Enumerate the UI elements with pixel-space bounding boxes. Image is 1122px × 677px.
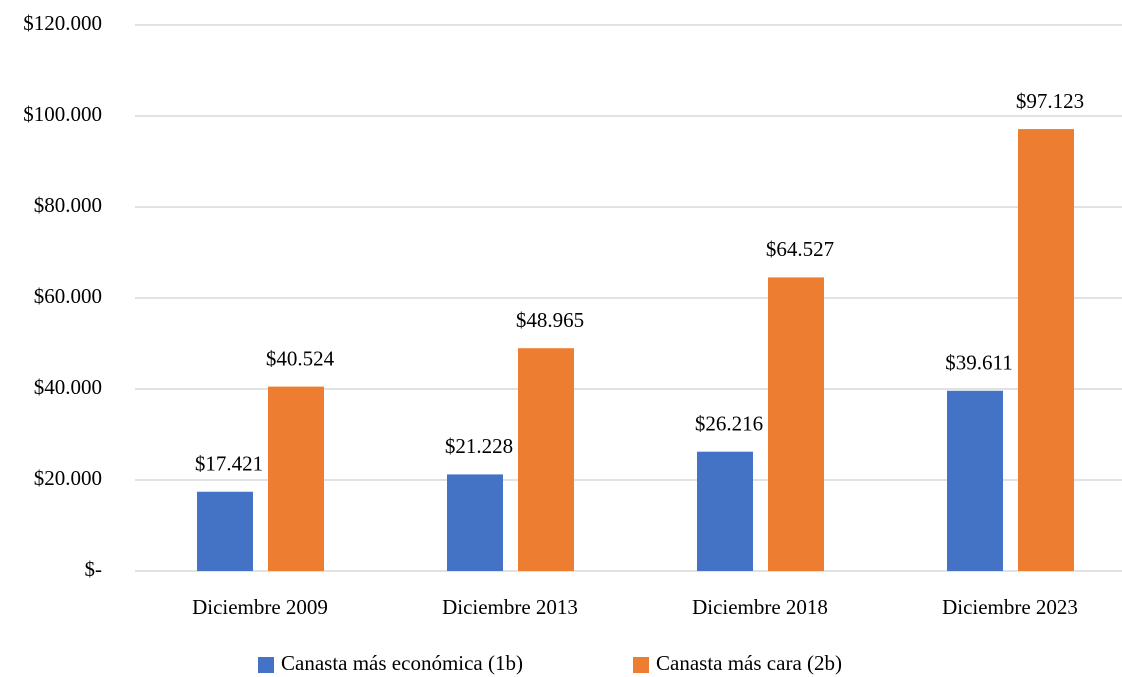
value-label: $48.965 — [516, 308, 584, 332]
bar — [518, 348, 574, 571]
value-label: $97.123 — [1016, 89, 1084, 113]
bar — [447, 474, 503, 571]
bar — [197, 491, 253, 571]
value-label: $40.524 — [266, 346, 335, 370]
x-tick-label: Diciembre 2013 — [442, 595, 578, 619]
value-label: $26.216 — [695, 412, 763, 436]
x-tick-label: Diciembre 2023 — [942, 595, 1078, 619]
bar — [768, 277, 824, 571]
y-tick-label: $20.000 — [34, 466, 102, 490]
x-tick-label: Diciembre 2018 — [692, 595, 828, 619]
bar — [697, 451, 753, 571]
legend-swatch — [258, 657, 274, 673]
value-label: $64.527 — [766, 237, 834, 261]
bar — [268, 386, 324, 571]
y-tick-label: $100.000 — [23, 102, 102, 126]
legend-swatch — [633, 657, 649, 673]
y-tick-label: $80.000 — [34, 193, 102, 217]
value-label: $17.421 — [195, 452, 263, 476]
value-label: $21.228 — [445, 434, 513, 458]
bar — [1018, 129, 1074, 572]
legend-label: Canasta más económica (1b) — [281, 651, 523, 675]
value-label: $39.611 — [945, 351, 1012, 375]
y-tick-label: $- — [85, 557, 103, 581]
y-tick-label: $120.000 — [23, 11, 102, 35]
y-tick-label: $40.000 — [34, 375, 102, 399]
y-tick-label: $60.000 — [34, 284, 102, 308]
bar — [947, 390, 1003, 571]
x-tick-label: Diciembre 2009 — [192, 595, 328, 619]
legend-label: Canasta más cara (2b) — [656, 651, 842, 675]
